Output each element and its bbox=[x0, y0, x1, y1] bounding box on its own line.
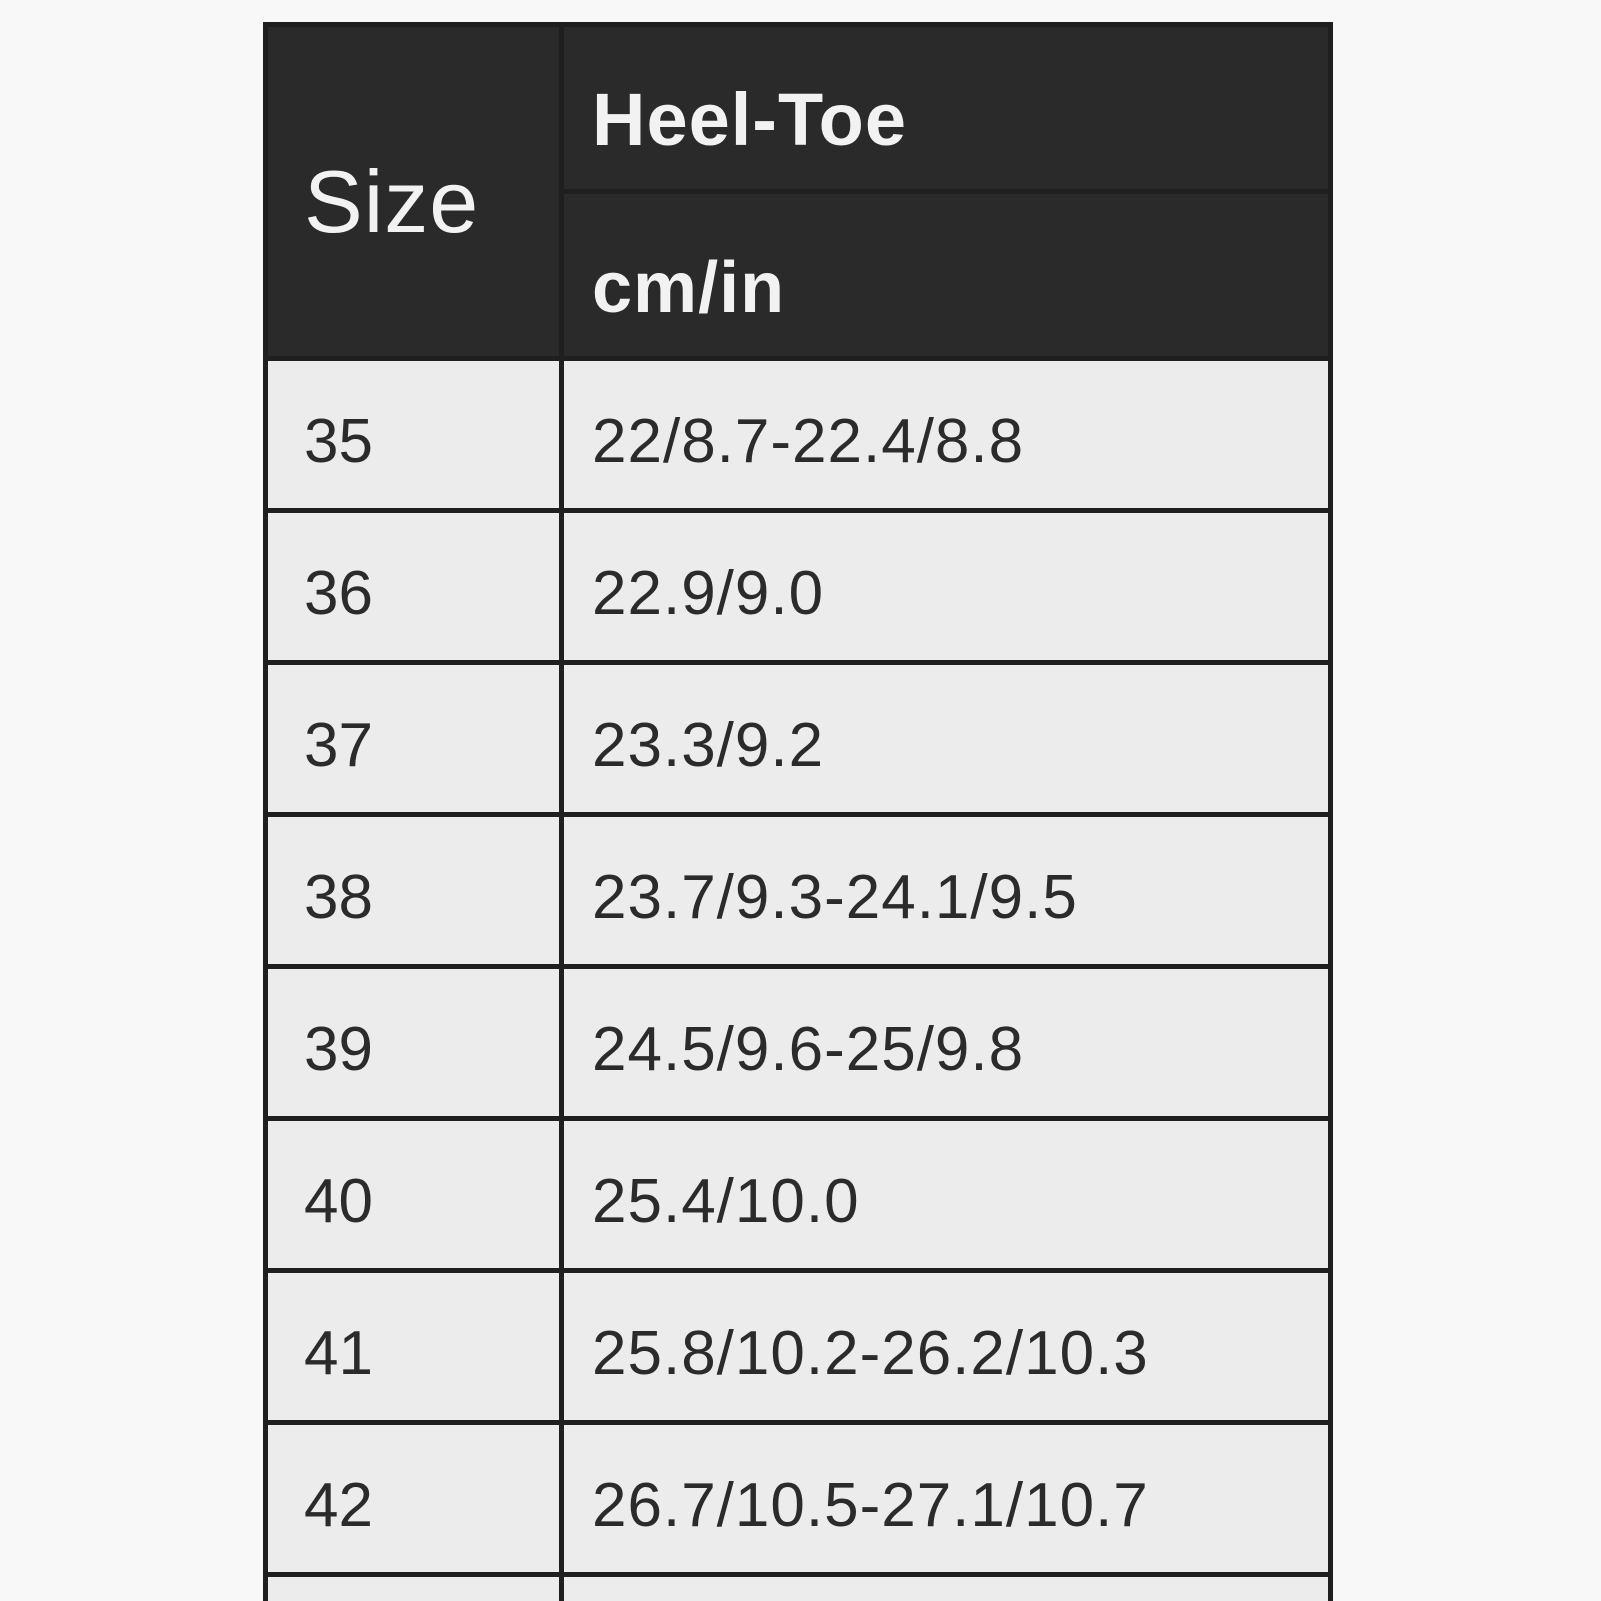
heel-toe-value: 25.8/10.2-26.2/10.3 bbox=[559, 1268, 1333, 1425]
table-body: 35 22/8.7-22.4/8.8 36 22.9/9.0 37 23.3/9… bbox=[263, 356, 1333, 1601]
size-value: 35 bbox=[263, 356, 564, 513]
table-row-size-36: 36 22.9/9.0 bbox=[263, 508, 1333, 665]
table-row-size-41: 41 25.8/10.2-26.2/10.3 bbox=[263, 1268, 1333, 1425]
heel-toe-value: 24.5/9.6-25/9.8 bbox=[559, 964, 1333, 1121]
table-row-size-35: 35 22/8.7-22.4/8.8 bbox=[263, 356, 1333, 513]
size-value: 39 bbox=[263, 964, 564, 1121]
size-chart-table: Size Heel-Toe cm/in 35 22/8.7-22.4/8.8 3… bbox=[263, 22, 1333, 1601]
size-value: 40 bbox=[263, 1116, 564, 1273]
size-value: 43 bbox=[263, 1572, 564, 1601]
heel-toe-value: 23.7/9.3-24.1/9.5 bbox=[559, 812, 1333, 969]
size-value: 37 bbox=[263, 660, 564, 817]
table-row-size-40: 40 25.4/10.0 bbox=[263, 1116, 1333, 1273]
size-value: 42 bbox=[263, 1420, 564, 1577]
header-row-measure: Size Heel-Toe bbox=[263, 22, 1333, 361]
heel-toe-column-header: Heel-Toe bbox=[559, 22, 1333, 194]
header-row-unit: cm/in bbox=[266, 189, 1333, 361]
heel-toe-value: 22/8.7-22.4/8.8 bbox=[559, 356, 1333, 513]
heel-toe-value: 25.4/10.0 bbox=[559, 1116, 1333, 1273]
unit-subheader: cm/in bbox=[559, 189, 1333, 361]
heel-toe-value: 22.9/9.0 bbox=[559, 508, 1333, 665]
table-row-size-39: 39 24.5/9.6-25/9.8 bbox=[263, 964, 1333, 1121]
heel-toe-value: 26.7/10.5-27.1/10.7 bbox=[559, 1420, 1333, 1577]
table-row-size-38: 38 23.7/9.3-24.1/9.5 bbox=[263, 812, 1333, 969]
size-value: 36 bbox=[263, 508, 564, 665]
size-value: 38 bbox=[263, 812, 564, 969]
size-value: 41 bbox=[263, 1268, 564, 1425]
table-row-size-43: 43 27.5/10.8-27.9/11.0 bbox=[263, 1572, 1333, 1601]
heel-toe-value: 23.3/9.2 bbox=[559, 660, 1333, 817]
table-header: Size Heel-Toe cm/in bbox=[263, 22, 1333, 361]
table-row-size-42: 42 26.7/10.5-27.1/10.7 bbox=[263, 1420, 1333, 1577]
table-row-size-37: 37 23.3/9.2 bbox=[263, 660, 1333, 817]
size-column-header: Size bbox=[263, 22, 564, 361]
heel-toe-value: 27.5/10.8-27.9/11.0 bbox=[559, 1572, 1333, 1601]
